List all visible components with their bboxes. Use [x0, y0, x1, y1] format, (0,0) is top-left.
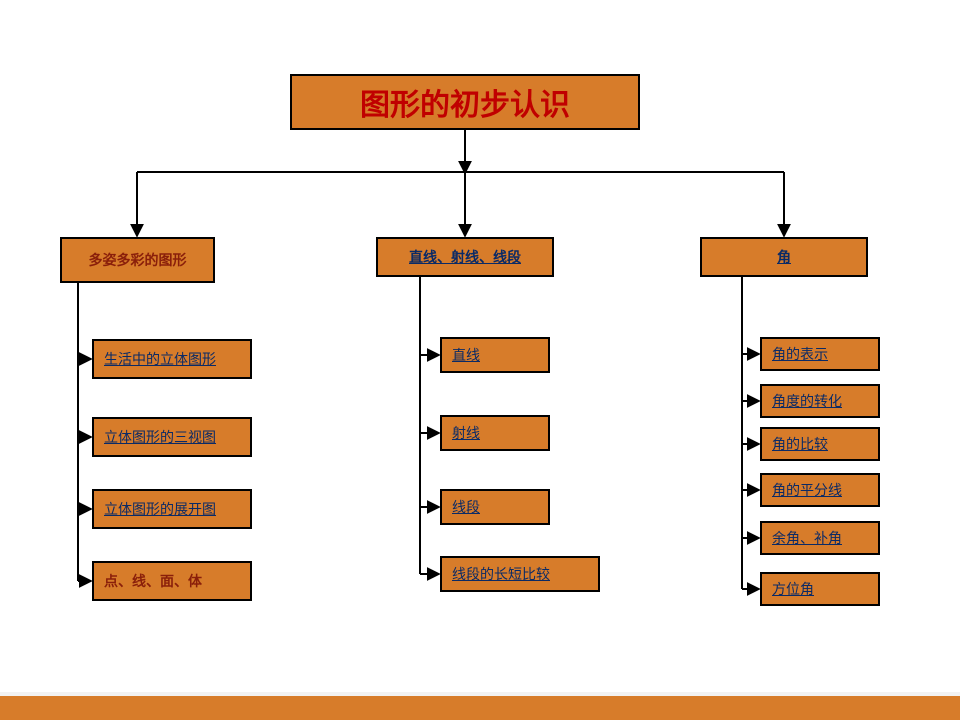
category-2-label: 直线、射线、线段	[409, 247, 521, 267]
col2-item-3[interactable]: 线段	[440, 489, 550, 525]
col3-item-2[interactable]: 角度的转化	[760, 384, 880, 418]
col2-item-2[interactable]: 射线	[440, 415, 550, 451]
col2-item-4-label: 线段的长短比较	[452, 564, 550, 584]
col1-item-4-label: 点、线、面、体	[104, 571, 202, 591]
col3-item-3-label: 角的比较	[772, 434, 828, 454]
col1-item-1-label: 生活中的立体图形	[104, 349, 216, 369]
col3-item-1[interactable]: 角的表示	[760, 337, 880, 371]
col1-item-3[interactable]: 立体图形的展开图	[92, 489, 252, 529]
col1-item-4: 点、线、面、体	[92, 561, 252, 601]
col3-item-5-label: 余角、补角	[772, 528, 842, 548]
col2-item-2-label: 射线	[452, 423, 480, 443]
title-node: 图形的初步认识	[290, 74, 640, 130]
col1-item-2-label: 立体图形的三视图	[104, 427, 216, 447]
col3-item-4[interactable]: 角的平分线	[760, 473, 880, 507]
col3-item-6[interactable]: 方位角	[760, 572, 880, 606]
title-node-label: 图形的初步认识	[360, 80, 570, 124]
col2-item-1[interactable]: 直线	[440, 337, 550, 373]
col3-item-1-label: 角的表示	[772, 344, 828, 364]
col3-item-6-label: 方位角	[772, 579, 814, 599]
category-3[interactable]: 角	[700, 237, 868, 277]
col2-item-4[interactable]: 线段的长短比较	[440, 556, 600, 592]
category-2[interactable]: 直线、射线、线段	[376, 237, 554, 277]
col3-item-4-label: 角的平分线	[772, 480, 842, 500]
col3-item-2-label: 角度的转化	[772, 391, 842, 411]
col1-item-1[interactable]: 生活中的立体图形	[92, 339, 252, 379]
col3-item-5[interactable]: 余角、补角	[760, 521, 880, 555]
col1-item-2[interactable]: 立体图形的三视图	[92, 417, 252, 457]
category-1: 多姿多彩的图形	[60, 237, 215, 283]
category-1-label: 多姿多彩的图形	[89, 250, 187, 270]
col2-item-3-label: 线段	[452, 497, 480, 517]
category-3-label: 角	[777, 247, 791, 267]
footer-bar	[0, 692, 960, 720]
col3-item-3[interactable]: 角的比较	[760, 427, 880, 461]
col1-item-3-label: 立体图形的展开图	[104, 499, 216, 519]
col2-item-1-label: 直线	[452, 345, 480, 365]
